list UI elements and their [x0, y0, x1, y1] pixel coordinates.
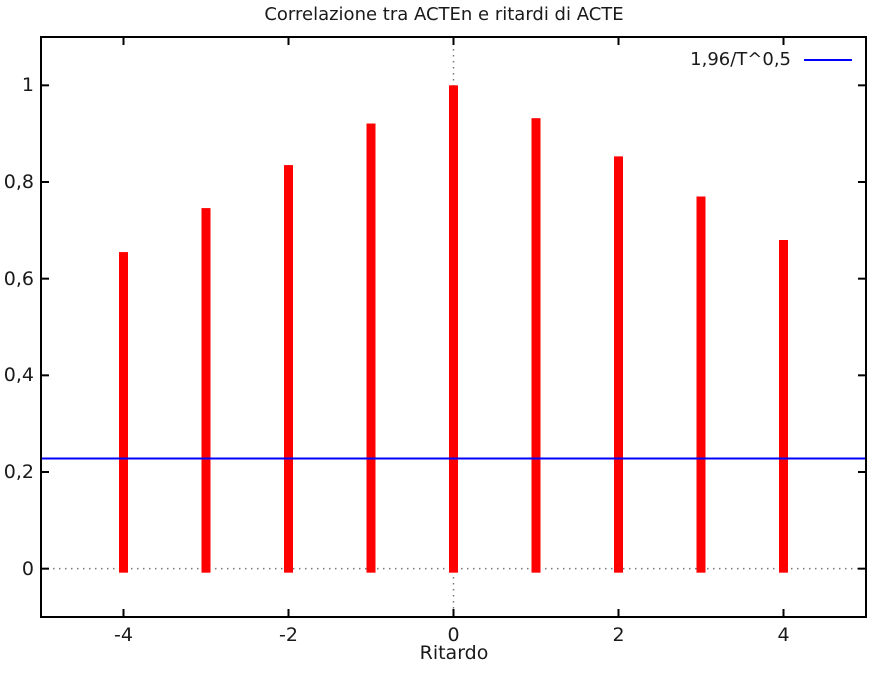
y-tick-label: 0,6	[3, 267, 34, 290]
correlation-bar	[366, 123, 376, 573]
correlation-bar	[449, 85, 458, 573]
correlation-bar	[696, 196, 706, 573]
legend-line-sample	[804, 58, 852, 61]
correlation-bar	[779, 240, 788, 573]
x-tick-label: -2	[279, 624, 298, 646]
correlation-bar	[201, 208, 211, 573]
legend: 1,96/T^0,5	[690, 49, 852, 70]
y-tick-label: 0,2	[3, 461, 34, 483]
correlation-bar	[284, 165, 293, 573]
x-tick-label: 4	[777, 624, 790, 646]
chart-title: Correlazione tra ACTEn e ritardi di ACTE	[264, 4, 624, 25]
x-axis-label: Ritardo	[419, 642, 489, 664]
y-tick-label: 0,8	[3, 171, 34, 193]
x-tick-label: 0	[447, 624, 460, 646]
y-tick-label: 0,4	[3, 364, 34, 387]
legend-label: 1,96/T^0,5	[690, 49, 791, 70]
y-tick-label: 0	[21, 557, 34, 580]
correlation-bar	[614, 156, 623, 573]
x-tick-label: -4	[114, 624, 133, 646]
y-tick-label: 1	[21, 74, 34, 97]
correlation-bar	[119, 252, 128, 573]
correlation-bar	[531, 118, 541, 573]
x-tick-label: 2	[612, 624, 625, 646]
